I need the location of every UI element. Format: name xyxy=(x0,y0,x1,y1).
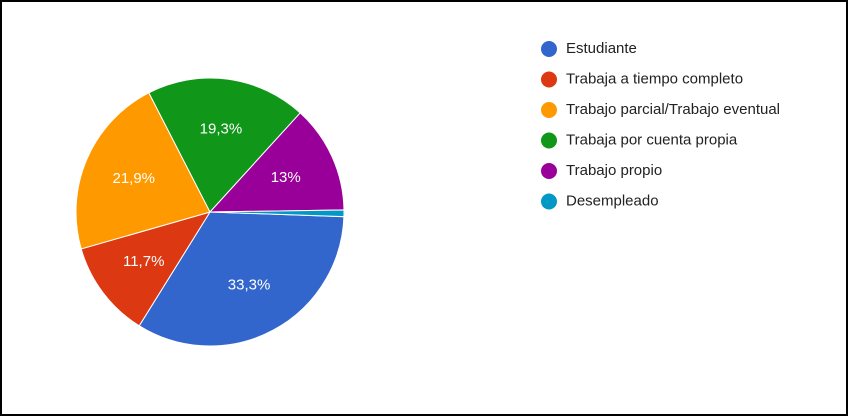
pie-slice xyxy=(209,209,345,218)
legend-label: Estudiante xyxy=(566,40,637,57)
pie-slice xyxy=(138,211,345,347)
legend-label: Trabajo parcial/Trabajo eventual xyxy=(566,101,780,118)
slice-label: 13% xyxy=(271,169,301,186)
legend-swatch xyxy=(541,71,557,88)
legend-label: Desempleado xyxy=(566,192,659,209)
pie-slice xyxy=(75,92,211,250)
slice-label: 11,7% xyxy=(123,253,164,270)
slice-label: 21,9% xyxy=(112,170,155,187)
legend-swatch xyxy=(541,132,557,149)
legend-swatch xyxy=(541,193,557,210)
pie-slice xyxy=(148,77,301,213)
pie-slice xyxy=(208,112,345,213)
legend-swatch xyxy=(541,163,557,179)
legend-swatch xyxy=(541,102,557,118)
legend-swatch xyxy=(541,41,557,57)
slice-label: 19,3% xyxy=(200,121,243,138)
slice-label: 33,3% xyxy=(228,276,271,293)
legend-label: Trabajo propio xyxy=(566,162,662,179)
legend-label: Trabaja a tiempo completo xyxy=(566,70,743,87)
legend-label: Trabaja por cuenta propia xyxy=(566,131,738,148)
pie-slice xyxy=(80,211,212,327)
